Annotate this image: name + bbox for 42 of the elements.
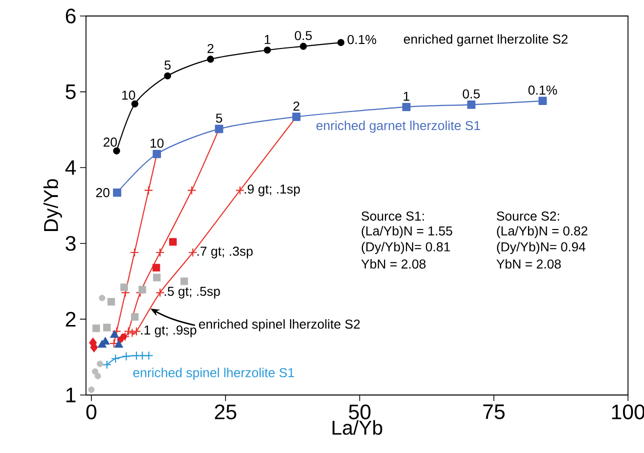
y-tick-label: 2 bbox=[66, 312, 76, 327]
annotation: YbN = 2.08 bbox=[496, 259, 561, 269]
y-tick-label: 6 bbox=[66, 8, 76, 24]
annotation: enriched spinel lherzolite S2 bbox=[199, 319, 360, 332]
annotation: 20 bbox=[96, 188, 110, 198]
annotation: (La/Yb)N = 0.82 bbox=[496, 226, 588, 238]
annotation: .9 gt; .1sp bbox=[244, 184, 300, 196]
annotation: 10 bbox=[122, 90, 136, 100]
annotation: 20 bbox=[104, 138, 117, 147]
annotation: 2 bbox=[293, 102, 300, 111]
annotation: Source S1: bbox=[362, 212, 424, 221]
y-tick-label: 1 bbox=[66, 388, 76, 402]
annotation: 0.5 bbox=[462, 89, 480, 98]
annotation: 0.5 bbox=[294, 30, 312, 40]
y-axis-title: Dy/Yb bbox=[43, 179, 62, 231]
annotation: 1 bbox=[404, 92, 410, 101]
x-axis-title: La/Yb bbox=[332, 420, 382, 435]
x-tick-label: 75 bbox=[483, 404, 505, 420]
annotation: (Dy/Yb)N= 0.81 bbox=[362, 242, 450, 254]
annotation: 5 bbox=[164, 60, 171, 70]
annotation: (La/Yb)N = 1.55 bbox=[362, 226, 452, 238]
annotation: 0.1% bbox=[528, 86, 557, 95]
x-tick-label: 50 bbox=[348, 404, 370, 420]
series-label: enriched spinel lherzolite S1 bbox=[133, 368, 294, 380]
annotation: (Dy/Yb)N= 0.94 bbox=[496, 242, 586, 254]
x-tick-label: 0 bbox=[86, 404, 96, 420]
annotation: .5 gt; .5sp bbox=[164, 286, 220, 298]
series-label: enriched garnet lherzolite S1 bbox=[316, 120, 480, 133]
y-tick-label: 4 bbox=[65, 160, 76, 175]
annotation: YbN = 2.08 bbox=[361, 259, 426, 269]
annotation: .1 gt; .9sp bbox=[141, 325, 196, 338]
annotation: 10 bbox=[150, 138, 164, 148]
annotation: 1 bbox=[264, 35, 270, 44]
text: enriched garnet lherzolite S2 bbox=[404, 34, 568, 46]
y-tick-label: 5 bbox=[66, 84, 76, 100]
annotation: 0.1% bbox=[348, 34, 376, 44]
annotation: 2 bbox=[208, 44, 214, 54]
x-tick-label: 25 bbox=[214, 404, 236, 420]
y-tick-label: 3 bbox=[66, 236, 76, 251]
annotation: 5 bbox=[216, 114, 222, 123]
annotation: Source S2: bbox=[496, 212, 560, 221]
annotation: .7 gt; .3sp bbox=[198, 246, 253, 258]
